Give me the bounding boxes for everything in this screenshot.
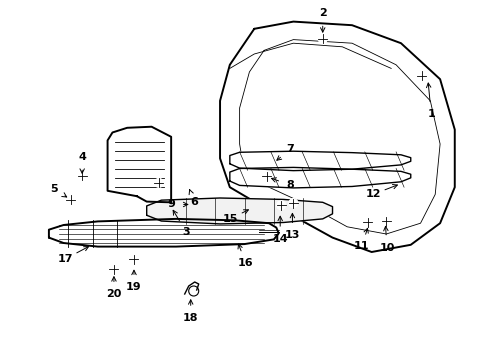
Text: 6: 6 — [190, 197, 198, 207]
Text: 7: 7 — [286, 144, 294, 154]
Circle shape — [78, 171, 86, 180]
Polygon shape — [229, 151, 410, 171]
Text: 11: 11 — [353, 242, 369, 251]
Text: 12: 12 — [365, 189, 380, 199]
Polygon shape — [146, 198, 332, 224]
Polygon shape — [220, 22, 454, 252]
Polygon shape — [49, 219, 278, 247]
Text: 8: 8 — [286, 180, 294, 190]
Text: 16: 16 — [237, 258, 253, 268]
Text: 5: 5 — [50, 184, 58, 194]
Text: 13: 13 — [284, 230, 300, 240]
Text: 4: 4 — [78, 152, 86, 162]
Circle shape — [276, 201, 285, 210]
Circle shape — [154, 178, 163, 187]
Polygon shape — [107, 127, 171, 202]
Circle shape — [66, 195, 75, 204]
Circle shape — [416, 71, 425, 80]
Text: 1: 1 — [427, 109, 434, 120]
Text: 2: 2 — [318, 8, 326, 18]
Polygon shape — [229, 167, 410, 188]
Text: 10: 10 — [379, 243, 394, 253]
Text: 17: 17 — [58, 254, 73, 264]
Text: 20: 20 — [106, 289, 122, 300]
Text: 14: 14 — [272, 234, 287, 244]
Circle shape — [318, 34, 326, 43]
Text: 9: 9 — [166, 199, 175, 210]
Circle shape — [262, 172, 270, 181]
Text: 15: 15 — [223, 214, 238, 224]
Text: 18: 18 — [183, 313, 198, 323]
Text: 3: 3 — [182, 227, 189, 237]
Circle shape — [288, 198, 297, 207]
Circle shape — [381, 216, 390, 225]
Circle shape — [363, 218, 371, 227]
Text: 19: 19 — [126, 282, 142, 292]
Circle shape — [109, 265, 118, 274]
Circle shape — [129, 255, 138, 264]
